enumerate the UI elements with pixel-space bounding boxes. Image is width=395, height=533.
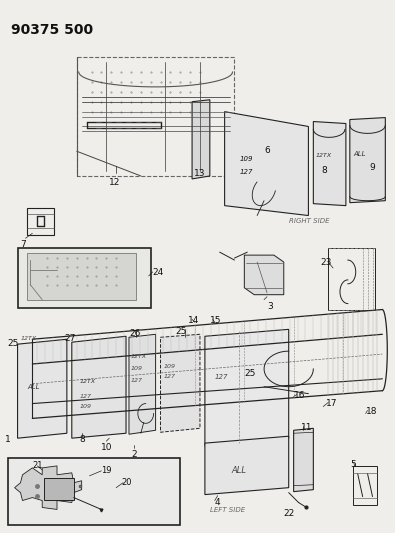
Text: 4: 4 — [215, 498, 220, 506]
Text: 8: 8 — [321, 166, 327, 175]
Text: 109: 109 — [164, 364, 175, 369]
Polygon shape — [15, 466, 82, 510]
Text: 12TX: 12TX — [21, 336, 37, 341]
Text: 109: 109 — [239, 156, 253, 162]
Polygon shape — [350, 118, 385, 203]
Text: 12TX: 12TX — [131, 354, 147, 359]
Text: ALL: ALL — [231, 466, 246, 475]
Text: 22: 22 — [284, 510, 295, 519]
Text: 19: 19 — [102, 466, 112, 475]
Text: 8: 8 — [80, 435, 85, 444]
Polygon shape — [72, 336, 126, 438]
Text: 25: 25 — [175, 327, 187, 336]
Text: 17: 17 — [326, 399, 338, 408]
Text: 20: 20 — [121, 478, 132, 487]
Text: 7: 7 — [21, 240, 26, 249]
Text: 23: 23 — [320, 258, 332, 267]
Text: 11: 11 — [301, 423, 312, 432]
Text: 15: 15 — [210, 317, 221, 326]
Text: 127: 127 — [215, 374, 228, 380]
Text: 9: 9 — [370, 163, 375, 172]
Text: 18: 18 — [366, 407, 377, 416]
Text: 14: 14 — [188, 317, 199, 326]
Text: 13: 13 — [194, 169, 205, 178]
Bar — [8, 458, 180, 526]
Text: 3: 3 — [267, 302, 273, 311]
Text: 27: 27 — [64, 334, 75, 343]
Polygon shape — [293, 429, 313, 491]
Text: 1: 1 — [5, 435, 11, 444]
Bar — [17, 248, 150, 308]
Text: 12TX: 12TX — [80, 379, 96, 384]
Polygon shape — [129, 334, 156, 434]
Polygon shape — [192, 100, 210, 179]
Text: 12: 12 — [109, 178, 120, 187]
Text: ALL: ALL — [354, 151, 366, 157]
Polygon shape — [205, 329, 289, 446]
Text: 12TX: 12TX — [315, 153, 331, 158]
Text: 10: 10 — [102, 443, 113, 452]
Text: 90375 500: 90375 500 — [11, 22, 93, 37]
Text: 127: 127 — [131, 378, 143, 383]
Text: 5: 5 — [350, 460, 356, 469]
Polygon shape — [205, 436, 289, 495]
Polygon shape — [245, 255, 284, 295]
Text: 109: 109 — [80, 403, 92, 409]
Text: 25: 25 — [8, 339, 19, 348]
Text: 2: 2 — [131, 450, 137, 459]
Polygon shape — [313, 122, 346, 206]
Text: ALL: ALL — [27, 384, 40, 390]
Text: 25: 25 — [245, 369, 256, 378]
Polygon shape — [225, 111, 308, 215]
Text: 21: 21 — [32, 461, 43, 470]
Text: 6: 6 — [264, 146, 270, 155]
Bar — [44, 478, 74, 499]
Text: LEFT SIDE: LEFT SIDE — [210, 507, 245, 513]
Polygon shape — [17, 339, 67, 438]
Text: 26: 26 — [129, 329, 140, 338]
Text: 109: 109 — [131, 366, 143, 371]
Text: 24: 24 — [152, 268, 164, 277]
Polygon shape — [160, 334, 200, 432]
Polygon shape — [27, 253, 136, 300]
Text: 127: 127 — [164, 374, 175, 379]
Text: 127: 127 — [239, 169, 253, 175]
Text: RIGHT SIDE: RIGHT SIDE — [289, 217, 329, 223]
Text: 127: 127 — [80, 394, 92, 399]
Text: 16: 16 — [293, 391, 305, 400]
